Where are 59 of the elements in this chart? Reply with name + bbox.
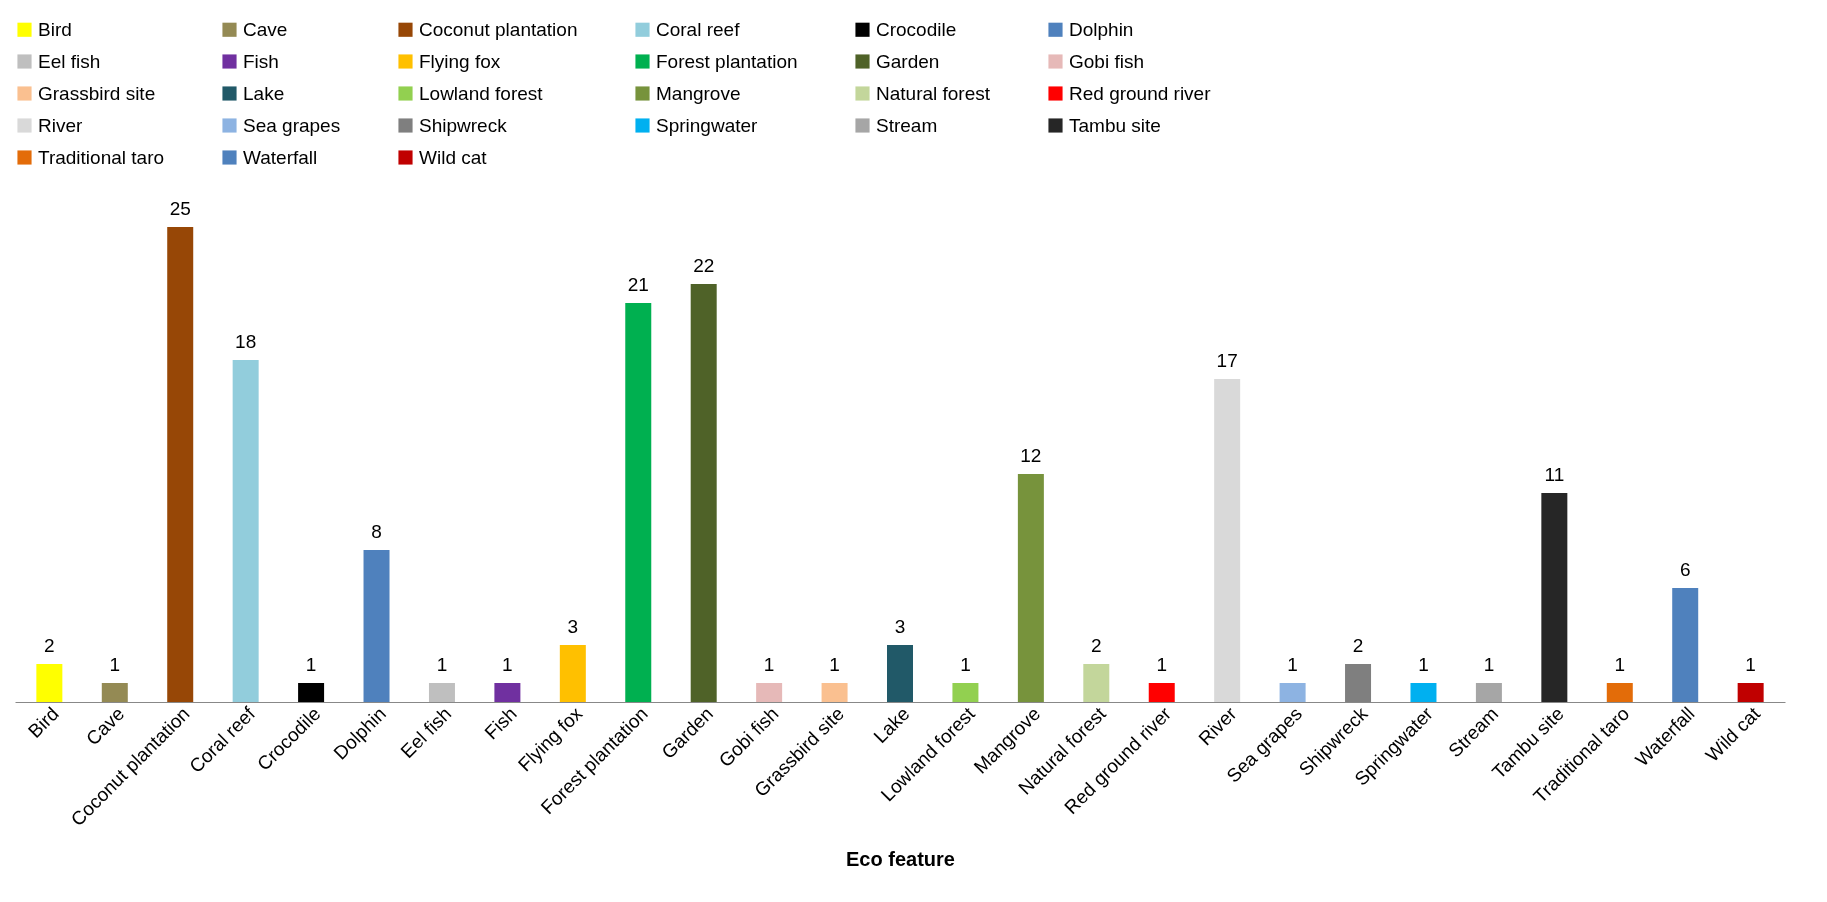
legend-label: Eel fish — [38, 50, 101, 72]
legend-label: Lake — [243, 82, 285, 104]
legend-label: Garden — [876, 50, 940, 72]
legend-label: Waterfall — [243, 146, 318, 168]
data-label: 1 — [829, 654, 840, 675]
legend-label: Shipwreck — [419, 114, 508, 136]
data-label: 1 — [305, 654, 317, 675]
legend-label: Flying fox — [419, 50, 501, 72]
legend-label: Cave — [243, 18, 288, 40]
x-tick-label: Eel fish — [396, 703, 456, 762]
data-label: 1 — [960, 654, 971, 675]
legend-label: Bird — [38, 18, 72, 40]
x-axis-title: Eco feature — [846, 847, 955, 870]
legend-label: Wild cat — [419, 146, 488, 168]
legend-label: Traditional taro — [38, 146, 165, 168]
legend-label: Red ground river — [1069, 82, 1212, 104]
data-label: 1 — [1745, 654, 1756, 675]
legend-label: Tambu site — [1069, 114, 1161, 136]
data-label: 12 — [1020, 445, 1042, 466]
legend-label: Coral reef — [656, 18, 741, 40]
x-tick-label: Wild cat — [1701, 702, 1765, 766]
data-label: 1 — [1287, 654, 1298, 675]
data-label: 18 — [235, 331, 257, 352]
legend-label: Gobi fish — [1069, 50, 1144, 72]
data-label: 1 — [1614, 654, 1626, 675]
legend-label: Coconut plantation — [419, 18, 578, 40]
data-label: 1 — [1156, 654, 1168, 675]
legend-label: Lowland forest — [419, 82, 544, 104]
legend-label: Fish — [243, 50, 279, 72]
legend-label: River — [38, 114, 84, 136]
data-label: 11 — [1544, 464, 1565, 485]
data-label: 17 — [1216, 350, 1238, 371]
data-label: 1 — [763, 654, 775, 675]
legend-label: Springwater — [656, 114, 759, 136]
data-label: 1 — [1418, 654, 1429, 675]
legend-label: Forest plantation — [656, 50, 798, 72]
data-label: 1 — [502, 654, 513, 675]
legend-label: Grassbird site — [38, 82, 156, 104]
x-tick-label: Fish — [480, 703, 521, 744]
data-label: 6 — [1679, 559, 1691, 580]
data-label: 2 — [44, 635, 55, 656]
data-label: 2 — [1091, 635, 1102, 656]
data-label: 25 — [169, 198, 191, 219]
data-label: 1 — [1483, 654, 1495, 675]
data-label: 3 — [894, 616, 906, 637]
data-label: 2 — [1352, 635, 1364, 656]
data-label: 22 — [693, 255, 715, 276]
data-label: 8 — [371, 521, 382, 542]
x-tick-label: Bird — [24, 703, 63, 742]
legend-label: Mangrove — [656, 82, 741, 104]
legend-label: Sea grapes — [243, 114, 341, 136]
legend-label: Stream — [876, 114, 938, 136]
data-label: 1 — [436, 654, 448, 675]
data-label: 1 — [109, 654, 121, 675]
data-label: 3 — [567, 616, 579, 637]
legend-label: Natural forest — [876, 82, 991, 104]
legend-label: Crocodile — [876, 18, 957, 40]
legend-label: Dolphin — [1069, 18, 1134, 40]
data-label: 21 — [627, 274, 649, 295]
